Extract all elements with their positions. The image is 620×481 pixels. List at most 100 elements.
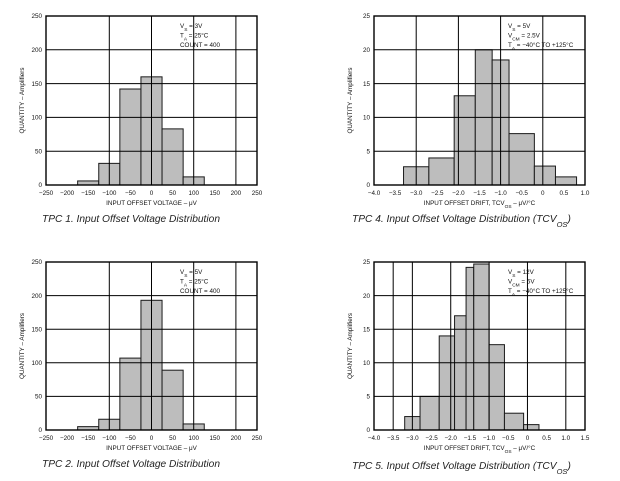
y-tick-label: 25 <box>363 259 371 266</box>
x-tick-label: 0 <box>150 435 154 442</box>
x-tick-label: −3.5 <box>387 435 400 442</box>
x-tick-label: −4.0 <box>368 190 381 197</box>
y-tick-label: 0 <box>38 182 42 189</box>
x-tick-label: 250 <box>252 190 263 197</box>
x-tick-label: −2.5 <box>425 435 438 442</box>
y-tick-label: 10 <box>363 360 371 367</box>
legend-line: VS = 5V <box>180 269 203 279</box>
figure-caption: TPC 5. Input Offset Voltage Distribution… <box>352 461 571 476</box>
x-axis-label: INPUT OFFSET VOLTAGE – μV <box>106 445 197 452</box>
y-axis-label: QUANTITY – Amplifiers <box>347 67 354 133</box>
y-tick-label: 0 <box>366 427 370 434</box>
x-tick-label: 1.5 <box>581 435 590 442</box>
figure-caption: TPC 4. Input Offset Voltage Distribution… <box>352 214 571 229</box>
histogram-bar <box>453 95 476 186</box>
histogram-bar <box>488 344 505 431</box>
y-tick-label: 0 <box>38 427 42 434</box>
x-axis-label: INPUT OFFSET DRIFT, TCVOS – μV/°C <box>424 199 536 210</box>
figure-caption: TPC 2. Input Offset Voltage Distribution <box>42 459 220 470</box>
chart-tpc1: −250 −200 −150 −100 −50 0 50 100 150 200 250 0 50 100… <box>19 13 263 225</box>
histogram-bar <box>554 176 578 186</box>
x-tick-label: 0.5 <box>560 190 569 197</box>
y-tick-label: 50 <box>35 394 43 401</box>
histogram-bar <box>454 315 467 431</box>
x-tick-label: −2.0 <box>445 435 458 442</box>
x-tick-label: 1.0 <box>581 190 590 197</box>
x-tick-label: −200 <box>60 435 75 442</box>
histogram-bar <box>503 412 525 431</box>
x-tick-label: 50 <box>169 435 177 442</box>
y-axis-label: QUANTITY – Amplifiers <box>19 67 26 133</box>
y-tick-label: 100 <box>31 115 42 122</box>
y-tick-label: 15 <box>363 81 371 88</box>
y-tick-label: 0 <box>366 182 370 189</box>
histogram-bar <box>473 263 490 431</box>
x-tick-label: −50 <box>125 190 136 197</box>
histogram-bar <box>465 266 475 431</box>
y-axis-label: QUANTITY – Amplifiers <box>19 313 26 379</box>
x-tick-label: −150 <box>81 190 96 197</box>
x-tick-label: 200 <box>231 190 242 197</box>
legend-line: TA = −40°C TO +125°C <box>508 287 574 298</box>
plot-frame <box>373 15 586 186</box>
x-tick-label: −2.0 <box>452 190 465 197</box>
plot-frame <box>373 261 586 431</box>
x-tick-label: −50 <box>125 435 136 442</box>
histogram-bar <box>523 424 540 431</box>
y-tick-label: 200 <box>31 47 42 54</box>
x-tick-label: 200 <box>231 435 242 442</box>
x-tick-label: −1.0 <box>494 190 507 197</box>
y-tick-label: 5 <box>366 148 370 155</box>
y-tick-label: 20 <box>363 293 371 300</box>
x-tick-label: 0.5 <box>542 435 551 442</box>
y-tick-label: 150 <box>31 81 42 88</box>
legend-line: TA = 25°C <box>180 32 209 43</box>
chart-tpc2: −250 −200 −150 −100 −50 0 50 100 150 200 250 0 50 100… <box>19 259 263 470</box>
y-axis-label: QUANTITY – Amplifiers <box>347 313 354 379</box>
x-tick-label: −3.0 <box>406 435 419 442</box>
x-tick-label: −250 <box>39 435 54 442</box>
x-tick-label: 0 <box>150 190 154 197</box>
y-tick-label: 200 <box>31 293 42 300</box>
legend-line: VCM = 6V <box>508 279 535 289</box>
x-tick-label: 1.0 <box>561 435 570 442</box>
x-tick-label: 150 <box>210 435 221 442</box>
x-tick-label: 100 <box>188 435 199 442</box>
x-tick-label: 250 <box>252 435 263 442</box>
legend-line: VCM = 2.5V <box>508 33 541 43</box>
x-tick-label: −0.5 <box>502 435 515 442</box>
histogram-bar <box>533 165 556 186</box>
plot-frame <box>45 261 258 431</box>
histogram-bar <box>508 133 535 186</box>
y-tick-label: 150 <box>31 326 42 333</box>
y-tick-label: 50 <box>35 148 43 155</box>
histogram-bar <box>161 369 184 431</box>
x-axis-label: INPUT OFFSET DRIFT, TCVOS – μV/°C <box>424 444 536 455</box>
histogram-bar <box>161 128 184 186</box>
x-tick-label: −4.0 <box>368 435 381 442</box>
x-tick-label: −2.5 <box>431 190 444 197</box>
legend-line: TA = 25°C <box>180 278 209 289</box>
x-tick-label: −100 <box>102 435 117 442</box>
x-tick-label: −200 <box>60 190 75 197</box>
histogram-bar <box>419 395 440 431</box>
y-tick-label: 100 <box>31 360 42 367</box>
x-tick-label: −1.0 <box>483 435 496 442</box>
x-tick-label: −3.0 <box>410 190 423 197</box>
chart-tpc5: −4.0 −3.5 −3.0 −2.5 −2.0 −1.5 −1.0 −0.5 0 0.5 1.0 1… <box>347 259 590 475</box>
x-tick-label: 100 <box>188 190 199 197</box>
x-tick-label: 50 <box>169 190 177 197</box>
x-tick-label: 0 <box>541 190 545 197</box>
x-axis-label: INPUT OFFSET VOLTAGE – μV <box>106 200 197 207</box>
legend-line: VS = 5V <box>508 23 531 33</box>
y-tick-label: 250 <box>31 259 42 266</box>
x-tick-label: −3.5 <box>389 190 402 197</box>
histogram-bar <box>119 357 142 431</box>
legend-line: COUNT = 400 <box>180 288 220 295</box>
x-tick-label: −1.5 <box>473 190 486 197</box>
legend-line: VS = 3V <box>180 23 203 33</box>
x-tick-label: 150 <box>210 190 221 197</box>
legend-line: VS = 12V <box>508 269 535 279</box>
y-tick-label: 25 <box>363 13 371 20</box>
